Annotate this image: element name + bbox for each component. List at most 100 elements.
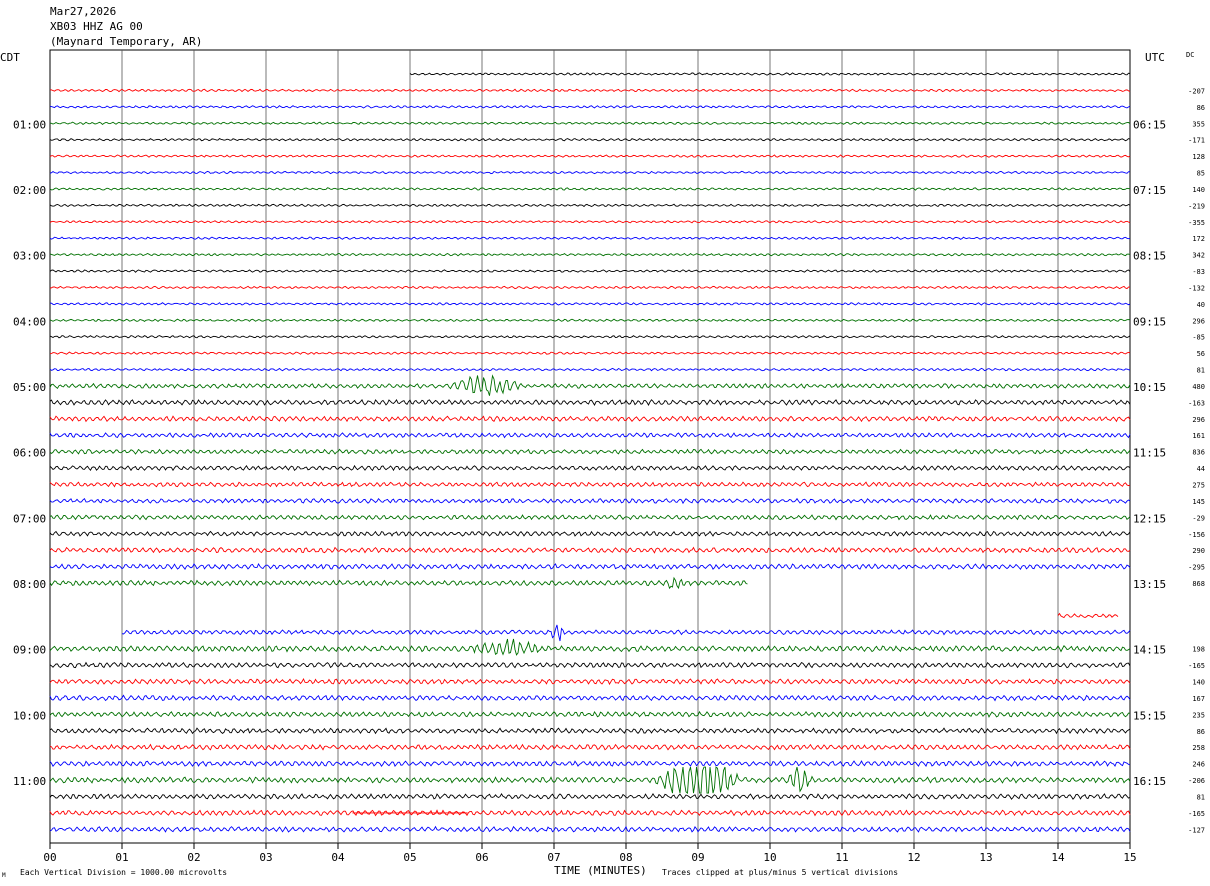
dc-value: 140	[1192, 186, 1205, 194]
trace-row-10	[49, 236, 1131, 240]
trace-row-33	[1057, 612, 1119, 619]
seismic-traces	[49, 72, 1131, 833]
dc-value: 342	[1192, 252, 1205, 260]
x-tick-label-15: 15	[1123, 851, 1136, 864]
trace-row-21	[49, 415, 1131, 423]
trace-row-24	[49, 464, 1131, 472]
x-tick-label-03: 03	[259, 851, 272, 864]
dc-value: -207	[1188, 87, 1205, 95]
trace-row-25	[49, 481, 1131, 488]
cdt-hour-label: 03:00	[13, 250, 46, 263]
dc-value: 44	[1197, 465, 1205, 473]
dc-value: 480	[1192, 383, 1205, 391]
x-tick-label-14: 14	[1051, 851, 1065, 864]
trace-row-2	[49, 105, 1131, 109]
utc-hour-labels: 06:15 07:15 08:15 09:15 10:15 11:15 12:15 13:15…	[1133, 118, 1166, 788]
trace-row-36	[49, 661, 1131, 669]
utc-hour-label: 09:15	[1133, 315, 1166, 328]
cdt-hour-label: 08:00	[13, 578, 46, 591]
trace-row-38	[49, 694, 1131, 702]
trace-row-12	[49, 269, 1131, 273]
dc-value: 56	[1197, 350, 1205, 358]
trace-row-35	[49, 638, 1131, 656]
trace-row-11	[49, 252, 1131, 257]
utc-hour-label: 15:15	[1133, 709, 1166, 722]
x-tick-label-00: 00	[43, 851, 56, 864]
cdt-label: CDT	[0, 51, 20, 64]
cdt-hour-label: 11:00	[13, 775, 46, 788]
dc-value: 86	[1197, 728, 1205, 736]
utc-hour-label: 07:15	[1133, 184, 1166, 197]
dc-value: 140	[1192, 679, 1205, 687]
trace-row-43	[49, 766, 1131, 794]
dc-value: 290	[1192, 547, 1205, 555]
minute-gridlines	[121, 50, 1059, 843]
trace-row-16	[49, 335, 1131, 339]
trace-row-1	[49, 88, 1131, 93]
x-tick-label-02: 02	[187, 851, 200, 864]
dc-value: -85	[1192, 334, 1205, 342]
dc-value: -163	[1188, 399, 1205, 407]
utc-hour-label: 10:15	[1133, 381, 1166, 394]
trace-row-9	[49, 220, 1131, 224]
utc-hour-label: 16:15	[1133, 775, 1166, 788]
utc-hour-label: 13:15	[1133, 578, 1166, 591]
station-location: (Maynard Temporary, AR)	[50, 35, 203, 48]
trace-row-29	[49, 546, 1131, 554]
utc-hour-label: 11:15	[1133, 447, 1166, 460]
dc-value: -295	[1188, 564, 1205, 572]
dc-value: 235	[1192, 711, 1205, 719]
trace-row-28	[49, 530, 1131, 537]
dc-values: -207 86 355 -171 128 85 140 -219 -355 172 342 -83 -1…	[1188, 87, 1205, 834]
x-tick-label-04: 04	[331, 851, 345, 864]
trace-row-4	[49, 137, 1131, 142]
dc-value: 161	[1192, 432, 1205, 440]
trace-row-37	[49, 678, 1131, 686]
cdt-hour-label: 01:00	[13, 118, 46, 131]
clip-note: Traces clipped at plus/minus 5 vertical …	[662, 868, 898, 877]
cdt-hour-label: 10:00	[13, 709, 46, 722]
trace-row-27	[49, 514, 1131, 521]
trace-row-5	[49, 154, 1131, 158]
trace-row-40	[49, 727, 1131, 735]
cdt-hour-labels: 01:00 02:00 03:00 04:00 05:00 06:00 07:00 08:00…	[13, 118, 46, 788]
trace-row-17	[49, 351, 1131, 355]
time-axis: 00 01 02 03 04 05 06 07 08 09 10 11 12 13 14 15	[43, 843, 1137, 864]
cdt-hour-label: 06:00	[13, 447, 46, 460]
record-date: Mar27,2026	[50, 5, 117, 18]
dc-value: 868	[1192, 580, 1205, 588]
plot-frame	[49, 49, 1131, 844]
trace-row-31	[49, 576, 748, 590]
dc-value: 275	[1192, 482, 1205, 490]
dc-value: 355	[1192, 120, 1205, 128]
corner-mark: M	[2, 872, 6, 879]
trace-row-8	[49, 203, 1131, 208]
dc-value: 86	[1197, 104, 1205, 112]
cdt-hour-label: 04:00	[13, 315, 46, 328]
trace-row-46	[49, 825, 1131, 833]
trace-row-20	[49, 399, 1131, 406]
dc-value: 167	[1192, 695, 1205, 703]
dc-value: -355	[1188, 219, 1205, 227]
dc-value: 198	[1192, 646, 1205, 654]
x-tick-label-09: 09	[691, 851, 704, 864]
dc-value: 145	[1192, 498, 1205, 506]
utc-hour-label: 08:15	[1133, 250, 1166, 263]
trace-row-0	[409, 72, 1131, 76]
dc-value: -132	[1188, 284, 1205, 292]
trace-row-22	[49, 432, 1131, 439]
trace-row-39	[49, 710, 1131, 718]
cdt-hour-label: 07:00	[13, 512, 46, 525]
dc-value: 296	[1192, 317, 1205, 325]
dc-value: -165	[1188, 810, 1205, 818]
dc-value: 258	[1192, 744, 1205, 752]
cdt-hour-label: 09:00	[13, 644, 46, 657]
dc-value: -127	[1188, 826, 1205, 834]
dc-value: -165	[1188, 662, 1205, 670]
utc-hour-label: 14:15	[1133, 644, 1166, 657]
x-tick-label-08: 08	[619, 851, 632, 864]
dc-value: -171	[1188, 137, 1205, 145]
x-tick-label-06: 06	[475, 851, 488, 864]
cdt-hour-label: 05:00	[13, 381, 46, 394]
xaxis-title: TIME (MINUTES)	[554, 864, 647, 877]
